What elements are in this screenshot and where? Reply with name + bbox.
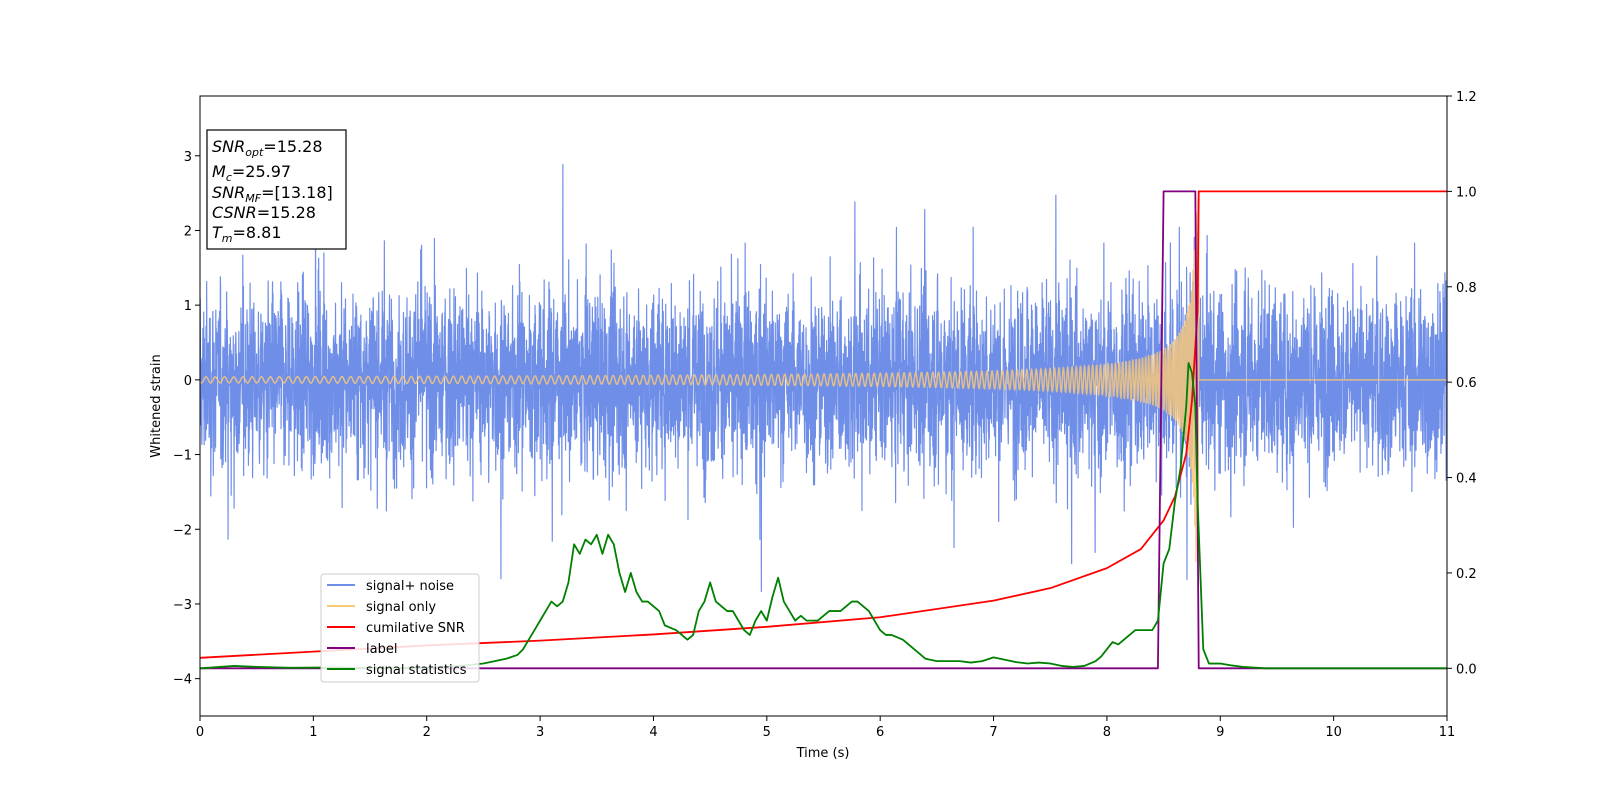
x-tick-label-5: 5	[763, 725, 771, 740]
annotation-tm: Tm=8.81	[212, 223, 282, 245]
annotation-frame	[206, 129, 347, 250]
annotation-mc-sub: c	[226, 171, 232, 184]
annotation-csnr-base: CSNR	[212, 203, 257, 222]
y-axis-label: Whitened strain	[149, 354, 164, 457]
y-left-tick-label--2: −2	[173, 523, 192, 538]
x-tick-label-2: 2	[423, 725, 431, 740]
series-signal-statistics-line	[200, 362, 1447, 670]
x-tick-label-9: 9	[1216, 725, 1224, 740]
plot-frame	[199, 95, 1448, 717]
annotation-snr-opt-sub: opt	[245, 146, 264, 159]
x-tick-label-11: 11	[1439, 725, 1456, 740]
x-tick-label-8: 8	[1103, 725, 1111, 740]
x-tick-label-4: 4	[649, 725, 657, 740]
legend-frame	[320, 573, 480, 683]
x-tick-label-10: 10	[1325, 725, 1342, 740]
annotation-tm-sub: m	[222, 232, 233, 245]
annotation-snr-mf-sub: MF	[245, 192, 261, 205]
annotation-csnr: CSNR=15.28	[212, 203, 316, 222]
legend: signal+ noise signal only cumilative SNR…	[320, 573, 480, 683]
y-right-tick-label-0.0: 0.0	[1456, 662, 1477, 677]
x-tick-label-3: 3	[536, 725, 544, 740]
annotation-snr-opt-base: SNR	[212, 137, 245, 156]
x-tick-label-6: 6	[876, 725, 884, 740]
series-cumulative-snr-line	[200, 190, 1447, 659]
series-label-line	[200, 190, 1447, 670]
series-layer	[200, 164, 1447, 670]
annotation-box: SNRopt=15.28 Mc=25.97 SNRMF=[13.18] CSNR…	[206, 129, 347, 250]
x-tick-label-1: 1	[309, 725, 317, 740]
series-signal-noise-line	[200, 164, 1447, 592]
legend-label-label: label	[366, 642, 397, 657]
y-right-tick-label-1.0: 1.0	[1456, 185, 1477, 200]
y-right-tick-label-0.4: 0.4	[1456, 472, 1477, 487]
y-right-tick-label-0.2: 0.2	[1456, 567, 1477, 582]
annotation-snr-mf-base: SNR	[212, 183, 245, 202]
y-left-tick-label--1: −1	[173, 449, 192, 464]
y-right-tick-label-1.2: 1.2	[1456, 90, 1477, 105]
legend-label-stats: signal statistics	[366, 663, 467, 678]
annotation-snr-opt-value: =15.28	[263, 137, 322, 156]
legend-label-signal: signal only	[366, 600, 436, 615]
legend-label-snr: cumilative SNR	[366, 621, 465, 636]
x-axis-label: Time (s)	[796, 746, 850, 761]
x-tick-label-0: 0	[196, 725, 204, 740]
annotation-mc-value: =25.97	[232, 162, 291, 181]
annotation-csnr-value: =15.28	[257, 203, 316, 222]
annotation-snr-mf: SNRMF=[13.18]	[212, 183, 333, 205]
legend-label-noise: signal+ noise	[366, 579, 454, 594]
y-left-tick-label-0: 0	[184, 374, 192, 389]
y-left-tick-label-2: 2	[184, 224, 192, 239]
y-left-tick-label-1: 1	[184, 299, 192, 314]
axes-layer: 0 1 2 3 4 5 6 7 8 9 10 11 −4 −3 −2 −1 0 1 2 3 0.0 0.2 0.4 0.6 0.…	[173, 90, 1477, 740]
y-left-tick-label--3: −3	[173, 598, 192, 613]
annotation-tm-value: =8.81	[233, 223, 282, 242]
annotation-snr-opt: SNRopt=15.28	[212, 137, 323, 159]
series-signal-only-line	[200, 194, 1447, 563]
annotation-mc-base: M	[212, 162, 226, 181]
annotation-mc: Mc=25.97	[212, 162, 291, 184]
y-right-tick-label-0.6: 0.6	[1456, 376, 1477, 391]
y-right-tick-label-0.8: 0.8	[1456, 281, 1477, 296]
y-left-tick-label--4: −4	[173, 673, 192, 688]
y-left-tick-label-3: 3	[184, 150, 192, 165]
annotation-tm-base: T	[212, 223, 223, 242]
annotation-snr-mf-value: =[13.18]	[261, 183, 333, 202]
x-tick-label-7: 7	[989, 725, 997, 740]
